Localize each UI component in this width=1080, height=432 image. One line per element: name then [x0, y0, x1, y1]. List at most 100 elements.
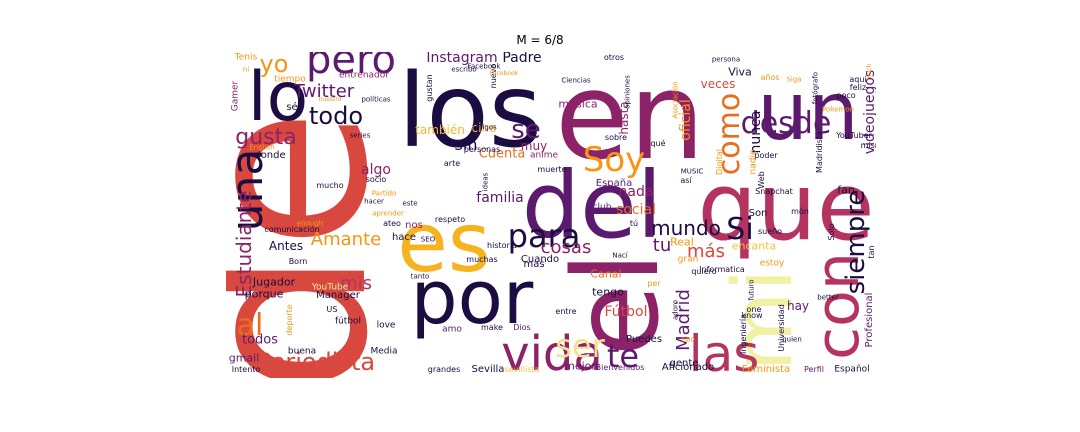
cloud-word: Digital	[715, 149, 724, 175]
cloud-word: Estudiante	[232, 190, 256, 298]
cloud-word: más	[687, 241, 725, 262]
cloud-word: Universidad	[777, 304, 786, 352]
cloud-word: nadie	[748, 149, 759, 175]
cloud-word: Antes	[268, 239, 304, 253]
cloud-word: Gamer	[230, 80, 241, 112]
cloud-word: Snapchat	[755, 187, 793, 196]
cloud-word: Bienvenidos	[595, 363, 645, 372]
cloud-word: políticas	[361, 95, 391, 104]
cloud-word: gustan	[425, 74, 434, 102]
cloud-word: poder	[754, 151, 778, 160]
cloud-word: adoro	[671, 299, 680, 321]
cloud-word: amo	[442, 324, 462, 335]
cloud-word: per	[647, 279, 661, 288]
cloud-word: sé	[286, 102, 298, 113]
cloud-word: futuro	[747, 279, 756, 301]
cloud-word: sin	[454, 135, 478, 154]
cloud-word: mismo	[860, 141, 876, 150]
cloud-word: hace	[391, 232, 417, 243]
cloud-word: ni	[242, 65, 250, 74]
cloud-word: series	[349, 131, 371, 140]
cloud-word: Web	[757, 171, 766, 189]
cloud-word: ideas	[481, 172, 490, 192]
cloud-word: entrenador	[339, 70, 389, 81]
cloud-word: cine	[471, 121, 497, 135]
cloud-word: nos	[405, 220, 423, 231]
cloud-word: quiero	[691, 267, 717, 276]
cloud-word: historia	[487, 241, 517, 250]
cloud-word: muerte	[537, 165, 567, 174]
cloud-word: Asociación	[671, 81, 680, 119]
cloud-word: mis	[340, 273, 372, 294]
cloud-word: escribo	[451, 65, 477, 74]
cloud-word: Sevilla	[471, 364, 505, 375]
cloud-word: ser	[555, 327, 605, 365]
cloud-word: Real	[670, 235, 694, 249]
cloud-word: tengo	[592, 285, 624, 299]
cloud-word: mundo	[651, 216, 721, 240]
cloud-word: aprender	[372, 209, 404, 218]
cloud-word: tipo	[681, 335, 695, 344]
cloud-word: Jugador	[252, 275, 296, 289]
cloud-word: personas	[463, 145, 501, 154]
cloud-word: gran	[677, 254, 699, 265]
cloud-word: Manager	[316, 290, 360, 301]
cloud-word: poco	[836, 91, 856, 100]
cloud-word: gmail	[228, 351, 260, 365]
cloud-word: quien	[782, 335, 802, 344]
cloud-word: lo	[247, 58, 309, 137]
cloud-word: Fútbol	[604, 304, 648, 320]
cloud-word: Pokemon	[822, 105, 854, 114]
cloud-word: del	[521, 152, 663, 259]
cloud-word: es	[397, 196, 491, 291]
cloud-word: socio	[365, 175, 387, 184]
cloud-word: Nací	[612, 251, 628, 260]
cloud-word: tan	[867, 245, 876, 259]
cloud-word: YouTube	[311, 282, 349, 293]
cloud-word: club	[592, 202, 612, 213]
figure-title: M = 6/8	[516, 33, 564, 47]
cloud-word: fútbol	[334, 316, 362, 327]
cloud-word: para	[507, 217, 581, 255]
cloud-word: better	[817, 293, 839, 302]
cloud-word: gente	[669, 358, 699, 369]
cloud-word: arte	[443, 159, 461, 168]
cloud-word: Amante	[310, 229, 382, 250]
cloud-word: desde	[740, 106, 832, 141]
cloud-word: estoy	[759, 258, 785, 269]
cloud-word: encanta	[731, 239, 777, 253]
cloud-word: entre	[555, 307, 577, 316]
cloud-word: años	[760, 73, 780, 82]
cloud-word: pero	[305, 52, 397, 83]
cloud-word: oficial	[678, 99, 694, 141]
cloud-word: nada	[618, 184, 654, 200]
cloud-word: Son	[748, 208, 768, 219]
cloud-word: buena	[287, 346, 317, 357]
cloud-word: anime	[529, 150, 559, 161]
cloud-word: love	[376, 320, 396, 331]
cloud-word: Madridista	[815, 131, 824, 173]
cloud-word: yo	[259, 52, 289, 78]
cloud-word: Facebook	[467, 62, 501, 71]
cloud-word: Perfil	[803, 365, 825, 374]
cloud-word: Español	[834, 364, 870, 375]
cloud-word: English	[249, 143, 275, 152]
cloud-word: vida	[501, 326, 603, 378]
cloud-word: familia	[476, 190, 524, 206]
cloud-word: mòn	[791, 207, 809, 216]
cloud-word: al	[236, 308, 264, 343]
cloud-word: much	[866, 63, 873, 81]
cloud-word: nuestro	[318, 96, 342, 103]
cloud-word: también	[415, 123, 465, 137]
cloud-word: tú	[629, 219, 639, 228]
cloud-word: así	[680, 176, 692, 185]
cloud-word: mas	[523, 259, 545, 270]
cloud-word: hay	[786, 299, 810, 313]
cloud-word: te	[606, 337, 640, 375]
cloud-word: one	[746, 305, 762, 314]
cloud-word: Feminista	[741, 364, 791, 375]
cloud-word: know	[741, 311, 763, 320]
cloud-word: Born	[288, 257, 308, 266]
cloud-word: enough	[296, 219, 324, 228]
cloud-word: tiempo	[274, 74, 306, 85]
